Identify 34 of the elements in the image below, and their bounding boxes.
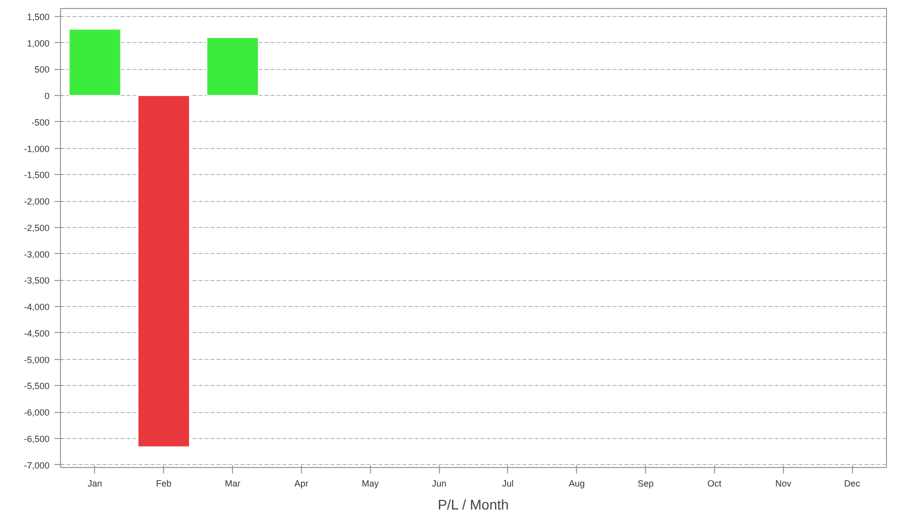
x-tick-label: Nov: [775, 478, 792, 488]
y-tick-label: -2,000: [24, 196, 50, 207]
x-tick-label: Oct: [707, 478, 722, 488]
x-tick-label: Jan: [88, 478, 102, 488]
y-tick-label: -6,500: [24, 434, 50, 444]
y-tick-label: 1,000: [26, 38, 50, 48]
y-tick-label: 500: [34, 64, 50, 75]
y-tick-label: -3,000: [24, 249, 50, 260]
y-tick-label: -1,000: [24, 144, 50, 154]
bar: [137, 95, 190, 448]
x-tick-label: Mar: [224, 478, 240, 488]
y-tick-label: -1,500: [24, 170, 50, 180]
y-tick-label: -5,000: [24, 354, 50, 365]
x-axis-title: P/L / Month: [438, 496, 509, 512]
y-tick-label: 1,500: [26, 12, 50, 22]
x-tick-label: Dec: [844, 478, 861, 488]
y-tick-label: -4,500: [24, 328, 50, 338]
x-tick-label: Jun: [432, 478, 446, 488]
x-tick-label: Aug: [568, 478, 585, 488]
x-tick-label: Feb: [156, 478, 172, 488]
y-tick-label: -6,000: [24, 408, 50, 418]
y-tick-label: -2,500: [24, 222, 50, 233]
x-tick-label: May: [362, 478, 380, 488]
y-tick-label: 0: [44, 91, 50, 102]
y-tick-label: -5,500: [24, 381, 50, 392]
x-tick-label: Jul: [502, 478, 514, 488]
x-tick-label: Sep: [638, 478, 654, 488]
bar: [206, 37, 259, 96]
y-tick-label: -500: [31, 117, 50, 128]
x-tick-label: Apr: [294, 478, 308, 488]
y-tick-label: -4,000: [24, 302, 50, 312]
y-tick-label: -7,000: [24, 460, 50, 470]
y-tick-label: -3,500: [24, 276, 50, 286]
bar: [68, 28, 122, 96]
